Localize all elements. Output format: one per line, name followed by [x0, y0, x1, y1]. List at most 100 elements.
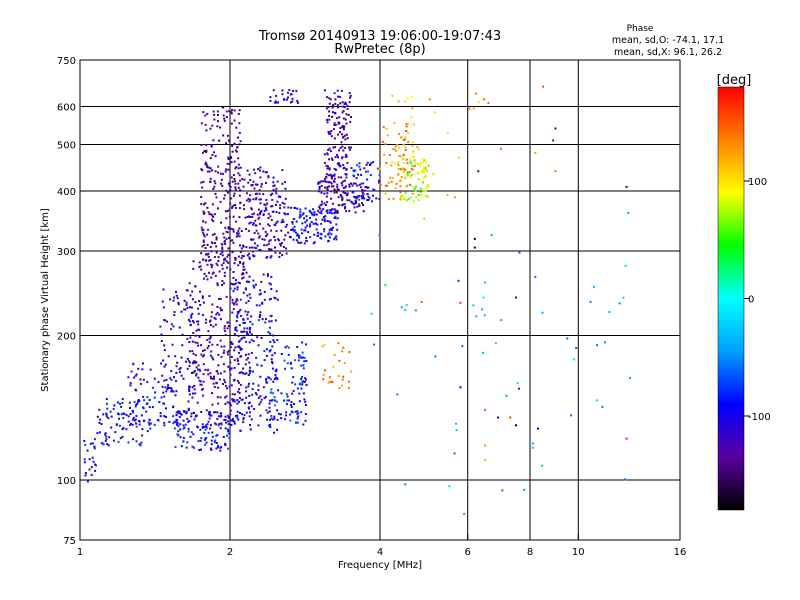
scatter-point: [227, 227, 230, 230]
scatter-point: [240, 330, 243, 333]
scatter-point: [253, 187, 256, 190]
scatter-point: [350, 370, 353, 373]
scatter-point: [321, 218, 324, 221]
scatter-point: [245, 386, 248, 389]
scatter-point: [265, 256, 268, 259]
scatter-point: [230, 227, 233, 230]
scatter-point: [422, 161, 425, 164]
scatter-point: [333, 238, 335, 241]
scatter-point: [227, 321, 230, 324]
scatter-point: [233, 393, 236, 396]
scatter-point: [326, 167, 329, 170]
scatter-point: [115, 423, 118, 426]
scatter-point: [515, 424, 517, 427]
scatter-point: [246, 313, 249, 316]
scatter-point: [221, 267, 224, 270]
scatter-point: [248, 371, 251, 374]
scatter-point: [281, 218, 284, 221]
scatter-point: [399, 196, 402, 199]
scatter-point: [204, 202, 207, 205]
scatter-point: [173, 420, 176, 423]
scatter-point: [310, 211, 313, 214]
scatter-point: [182, 427, 185, 430]
scatter-point: [333, 124, 336, 126]
scatter-point: [242, 416, 245, 419]
scatter-point: [213, 151, 215, 154]
scatter-point: [218, 422, 221, 425]
scatter-point: [254, 172, 257, 175]
scatter-point: [241, 398, 244, 401]
scatter-point: [457, 279, 460, 282]
scatter-point: [299, 215, 302, 218]
scatter-point: [127, 441, 130, 444]
scatter-point: [261, 301, 264, 304]
scatter-point: [142, 407, 145, 410]
scatter-point: [345, 102, 347, 105]
scatter-point: [260, 398, 263, 401]
scatter-point: [215, 447, 218, 450]
scatter-point: [475, 315, 478, 318]
scatter-point: [232, 194, 235, 197]
scatter-point: [308, 217, 311, 220]
scatter-point: [207, 345, 210, 347]
scatter-point: [209, 177, 212, 180]
scatter-point: [340, 182, 343, 184]
scatter-point: [237, 113, 240, 115]
scatter-point: [142, 362, 144, 365]
scatter-point: [208, 259, 211, 262]
scatter-point: [211, 303, 214, 306]
scatter-point: [225, 421, 228, 424]
scatter-point: [217, 372, 220, 375]
scatter-point: [211, 218, 213, 221]
scatter-point: [343, 102, 346, 105]
scatter-point: [205, 129, 208, 132]
scatter-point: [180, 374, 183, 377]
scatter-point: [205, 318, 207, 321]
scatter-point: [163, 402, 165, 405]
scatter-point: [205, 163, 208, 166]
scatter-point: [246, 169, 249, 172]
scatter-point: [113, 404, 116, 407]
scatter-point: [459, 386, 462, 389]
grid-lines: [80, 60, 680, 540]
scatter-point: [257, 249, 260, 252]
scatter-point: [229, 368, 232, 371]
scatter-point: [421, 171, 424, 174]
scatter-point: [266, 202, 269, 205]
scatter-point: [250, 207, 253, 210]
scatter-point: [224, 334, 227, 336]
scatter-point: [292, 376, 295, 379]
scatter-point: [215, 434, 218, 437]
scatter-point: [191, 392, 194, 395]
scatter-point: [416, 146, 419, 149]
scatter-point: [604, 341, 606, 344]
scatter-point: [138, 419, 140, 422]
scatter-point: [284, 213, 287, 216]
scatter-point: [329, 380, 332, 383]
scatter-point: [161, 374, 164, 377]
scatter-point: [337, 375, 340, 377]
scatter-point: [268, 410, 271, 413]
scatter-point: [409, 162, 412, 165]
scatter-point: [342, 163, 345, 166]
scatter-point: [244, 363, 247, 366]
scatter-point: [339, 102, 342, 105]
scatter-point: [515, 296, 517, 299]
scatter-point: [209, 319, 212, 322]
scatter-point: [332, 226, 335, 229]
scatter-point: [346, 104, 349, 107]
scatter-point: [268, 326, 271, 329]
scatter-point: [172, 422, 175, 425]
scatter-point: [206, 244, 209, 246]
scatter-point: [204, 161, 207, 164]
scatter-point: [317, 182, 320, 185]
scatter-point: [349, 120, 352, 123]
scatter-point: [130, 422, 132, 425]
scatter-point: [409, 157, 412, 160]
scatter-point: [248, 252, 251, 255]
scatter-point: [335, 191, 338, 194]
scatter-point: [418, 164, 421, 167]
scatter-point: [211, 124, 214, 127]
scatter-point: [212, 325, 215, 328]
scatter-point: [199, 383, 202, 386]
